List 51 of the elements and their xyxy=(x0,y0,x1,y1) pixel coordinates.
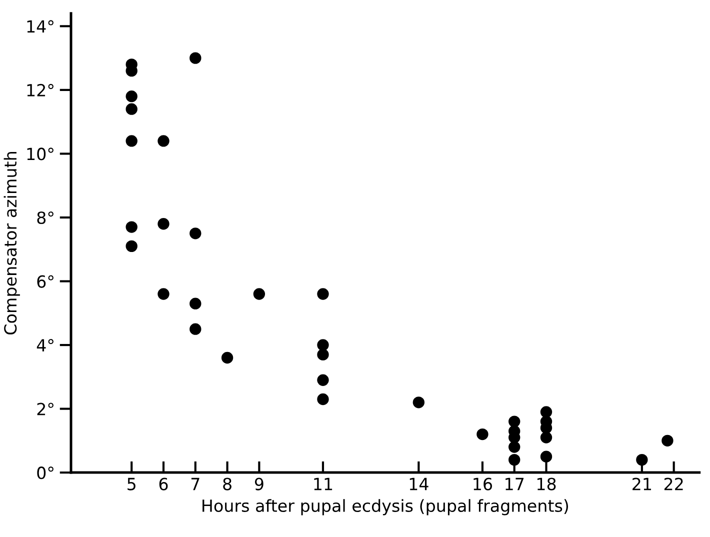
point xyxy=(317,288,329,300)
point xyxy=(190,52,202,64)
x-tick-label: 11 xyxy=(314,478,332,490)
point xyxy=(158,135,170,147)
y-tick-label: 14° xyxy=(27,20,54,33)
point xyxy=(126,221,138,233)
point xyxy=(412,396,425,408)
x-tick-label: 17 xyxy=(506,478,524,490)
point xyxy=(126,90,138,102)
point xyxy=(190,298,202,310)
point xyxy=(508,416,520,428)
y-tick-label: 0° xyxy=(37,466,54,480)
point xyxy=(158,288,170,300)
point xyxy=(317,374,329,386)
point xyxy=(126,240,138,252)
point xyxy=(508,454,520,466)
y-axis-title: Compensator azimuth xyxy=(4,152,20,334)
point xyxy=(253,288,266,300)
point xyxy=(540,450,552,462)
point xyxy=(540,432,552,444)
y-tick-label: 2° xyxy=(37,402,54,416)
point xyxy=(662,434,674,447)
x-tick-label: 9 xyxy=(254,478,264,490)
y-tick-label: 4° xyxy=(36,338,54,352)
x-tick-label: 6 xyxy=(159,478,168,490)
point xyxy=(126,135,138,147)
point xyxy=(317,393,329,406)
x-tick-label: 8 xyxy=(223,478,232,490)
x-tick-label: 14 xyxy=(410,478,428,490)
y-tick-label: 6° xyxy=(37,275,54,288)
x-axis-title: Hours after pupal ecdysis (pupal fragments) xyxy=(202,499,568,516)
x-tick-label: 22 xyxy=(664,478,683,490)
point xyxy=(317,339,329,351)
x-tick-label: 21 xyxy=(632,478,651,490)
point xyxy=(476,428,488,440)
y-tick-label: 10° xyxy=(27,148,54,160)
point xyxy=(190,323,202,335)
y-tick-label: 12° xyxy=(27,84,54,96)
y-tick-label: 8° xyxy=(37,211,54,224)
x-tick-label: 16 xyxy=(474,478,492,490)
x-tick-label: 5 xyxy=(128,478,136,490)
point xyxy=(190,228,202,240)
point xyxy=(540,406,552,418)
point xyxy=(636,454,648,466)
x-tick-label: 18 xyxy=(537,478,556,490)
point xyxy=(158,218,170,230)
point xyxy=(317,348,329,360)
point xyxy=(221,352,234,364)
point xyxy=(126,103,138,115)
point xyxy=(508,441,520,453)
x-tick-label: 7 xyxy=(191,478,200,490)
